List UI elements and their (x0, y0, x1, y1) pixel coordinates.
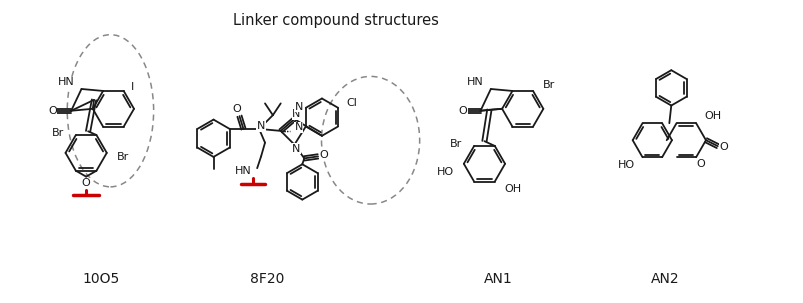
Text: Br: Br (542, 80, 554, 90)
Text: O: O (319, 150, 328, 160)
Text: 10O5: 10O5 (82, 271, 119, 286)
Text: N: N (291, 144, 300, 154)
Text: N: N (291, 109, 300, 119)
Text: OH: OH (703, 111, 720, 121)
Text: HN: HN (234, 166, 251, 176)
Text: Br: Br (51, 128, 64, 138)
Text: N: N (294, 102, 303, 112)
Text: HN: HN (467, 77, 483, 87)
Text: Br: Br (450, 139, 462, 149)
Text: HO: HO (617, 160, 634, 170)
Text: AN2: AN2 (650, 271, 679, 286)
Text: N: N (257, 121, 265, 131)
Text: O: O (696, 159, 704, 169)
Text: O: O (458, 106, 467, 116)
Text: HN: HN (58, 77, 75, 87)
Text: O: O (232, 104, 241, 114)
Text: Br: Br (116, 152, 128, 162)
Text: HO: HO (436, 167, 454, 177)
Text: OH: OH (504, 185, 521, 195)
Text: Linker compound structures: Linker compound structures (233, 13, 438, 28)
Text: O: O (719, 142, 727, 152)
Text: N: N (294, 122, 303, 132)
Text: Cl: Cl (345, 98, 357, 108)
Text: O: O (48, 106, 57, 116)
Text: AN1: AN1 (483, 271, 512, 286)
Text: I: I (131, 82, 134, 92)
Text: 8F20: 8F20 (250, 271, 284, 286)
Text: O: O (82, 178, 91, 188)
